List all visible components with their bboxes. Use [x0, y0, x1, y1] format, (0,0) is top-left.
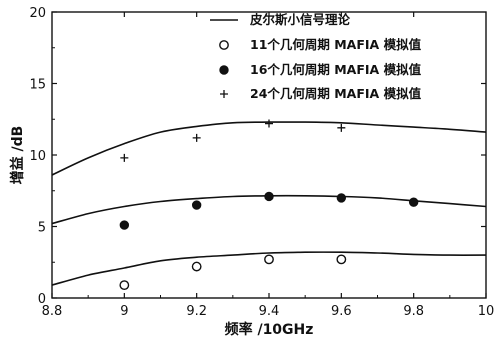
- y-tick-label: 20: [29, 6, 46, 21]
- y-tick-label: 15: [29, 78, 46, 93]
- x-tick-label: 9: [120, 304, 128, 319]
- theory-curve: [51, 251, 487, 286]
- data-point-filled-circle: [408, 197, 419, 207]
- data-point-plus: [337, 123, 346, 132]
- data-point-open-circle: [119, 280, 130, 291]
- legend: 皮尔斯小信号理论 11个几何周期 MAFIA 模拟值 16个几何周期 MAFIA 模…: [210, 12, 422, 101]
- data-point-filled-circle: [336, 193, 347, 203]
- legend-entry-label: 16个几何周期 MAFIA 模拟值: [250, 62, 422, 77]
- data-point-filled-circle: [264, 191, 274, 202]
- data-point-filled-circle: [191, 200, 202, 210]
- data-point-plus: [265, 119, 273, 128]
- legend-filled-circle-swatch: [219, 65, 229, 75]
- y-tick-label: 5: [38, 221, 46, 236]
- legend-entry-label: 24个几何周期 MAFIA 模拟值: [250, 86, 422, 101]
- theory-curve: [51, 121, 487, 176]
- simulation-markers: [119, 119, 419, 291]
- data-point-open-circle: [191, 261, 202, 272]
- x-axis-label: 频率 /10GHz: [225, 321, 314, 338]
- y-tick-label: 0: [38, 292, 46, 307]
- y-axis-ticks: 0 5 10 15 20: [29, 6, 486, 307]
- data-point-open-circle: [336, 254, 347, 265]
- y-tick-label: 10: [29, 149, 46, 164]
- x-tick-label: 10: [478, 304, 495, 319]
- x-tick-label: 9.4: [259, 304, 280, 319]
- x-tick-label: 9.8: [403, 304, 424, 319]
- data-point-plus: [192, 133, 201, 142]
- x-tick-label: 9.2: [186, 304, 207, 319]
- x-tick-label: 8.8: [42, 304, 63, 319]
- legend-open-circle-swatch: [219, 40, 229, 50]
- legend-plus-swatch: [220, 90, 228, 98]
- legend-entry-label: 皮尔斯小信号理论: [249, 12, 351, 27]
- data-point-filled-circle: [119, 220, 130, 230]
- x-axis-ticks: 8.8 9 9.2 9.4 9.6 9.8 10: [42, 12, 495, 319]
- data-point-plus: [120, 153, 129, 162]
- legend-entry-label: 11个几何周期 MAFIA 模拟值: [250, 37, 422, 52]
- y-axis-label: 增益 /dB: [9, 126, 26, 185]
- data-point-open-circle: [264, 254, 274, 265]
- x-tick-label: 9.6: [331, 304, 352, 319]
